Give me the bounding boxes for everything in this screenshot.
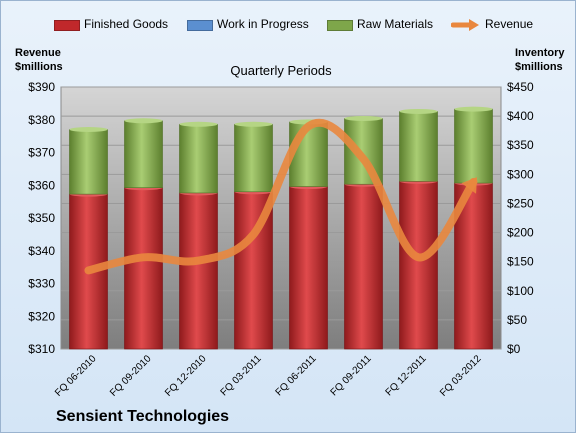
left-tick-label: $320 <box>28 309 55 323</box>
category-label: FQ 06-2010 <box>53 353 99 399</box>
right-tick-label: $200 <box>507 226 534 240</box>
right-tick-label: $300 <box>507 167 534 181</box>
bar-raw-materials-top <box>400 109 438 114</box>
category-label: FQ 09-2011 <box>329 353 374 398</box>
category-label: FQ 12-2011 <box>384 353 429 398</box>
legend-label-raw-materials: Raw Materials <box>357 17 433 31</box>
left-axis-title-line1: Revenue <box>15 46 63 60</box>
company-name: Sensient Technologies <box>56 408 229 426</box>
category-label: FQ 12-2010 <box>163 353 209 399</box>
bar-raw-materials <box>180 124 218 193</box>
left-tick-label: $350 <box>28 211 55 225</box>
bar-raw-materials <box>125 121 163 188</box>
left-tick-label: $330 <box>28 277 55 291</box>
bar-raw-materials <box>455 109 493 183</box>
bar-finished-goods <box>400 181 438 349</box>
right-axis-title: Inventory $millions <box>515 46 565 74</box>
left-axis-title-line2: $millions <box>15 60 63 74</box>
bar-raw-materials-top <box>235 122 273 127</box>
left-tick-label: $310 <box>28 342 55 356</box>
legend-label-work-in-progress: Work in Progress <box>217 17 309 31</box>
legend-swatch-work-in-progress <box>187 20 213 31</box>
category-label: FQ 09-2010 <box>108 353 154 399</box>
left-tick-label: $360 <box>28 178 55 192</box>
bar-finished-goods <box>290 187 328 349</box>
bar-finished-goods <box>125 188 163 349</box>
legend-swatch-finished-goods <box>54 20 80 31</box>
legend-label-revenue: Revenue <box>485 17 533 31</box>
category-label: FQ 03-2012 <box>438 353 484 399</box>
bar-raw-materials-top <box>125 118 163 123</box>
bar-finished-goods <box>345 184 383 349</box>
chart-title: Quarterly Periods <box>196 63 366 78</box>
legend-swatch-raw-materials <box>327 20 353 31</box>
left-tick-label: $380 <box>28 113 55 127</box>
right-axis-title-line2: $millions <box>515 60 565 74</box>
bar-raw-materials-top <box>70 127 108 132</box>
right-tick-label: $150 <box>507 255 534 269</box>
bar-raw-materials <box>290 122 328 187</box>
bar-raw-materials <box>235 124 273 192</box>
right-tick-label: $100 <box>507 284 534 298</box>
right-tick-label: $400 <box>507 109 534 123</box>
category-label: FQ 06-2011 <box>274 353 319 398</box>
left-axis-title: Revenue $millions <box>15 46 63 74</box>
legend-arrow-icon <box>451 16 481 34</box>
bar-raw-materials <box>400 111 438 181</box>
bar-raw-materials-top <box>180 122 218 127</box>
bar-raw-materials-top <box>345 116 383 121</box>
category-label: FQ 03-2011 <box>219 353 264 398</box>
left-tick-label: $390 <box>28 80 55 94</box>
right-tick-label: $450 <box>507 80 534 94</box>
left-tick-label: $340 <box>28 244 55 258</box>
bar-raw-materials-top <box>455 107 493 112</box>
legend: Finished Goods Work in Progress Raw Mate… <box>1 16 576 34</box>
right-tick-label: $250 <box>507 196 534 210</box>
right-tick-label: $50 <box>507 313 527 327</box>
legend-label-finished-goods: Finished Goods <box>84 17 168 31</box>
right-tick-label: $0 <box>507 342 521 356</box>
right-axis-title-line1: Inventory <box>515 46 565 60</box>
right-tick-label: $350 <box>507 138 534 152</box>
bar-finished-goods <box>180 193 218 349</box>
left-tick-label: $370 <box>28 146 55 160</box>
bar-raw-materials <box>70 130 108 195</box>
